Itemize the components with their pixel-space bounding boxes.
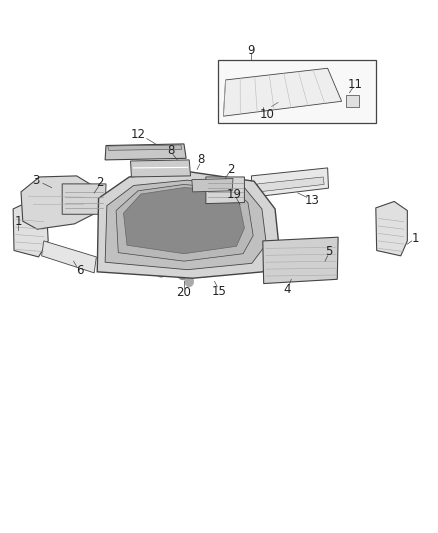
Polygon shape	[258, 177, 324, 192]
Polygon shape	[131, 160, 191, 177]
Circle shape	[154, 260, 168, 277]
Circle shape	[176, 263, 190, 280]
Polygon shape	[263, 237, 338, 284]
Polygon shape	[108, 145, 182, 150]
Polygon shape	[42, 241, 96, 273]
Text: 8: 8	[197, 154, 204, 166]
Text: 2: 2	[96, 176, 104, 189]
Polygon shape	[105, 144, 186, 160]
Text: 4: 4	[283, 283, 291, 296]
Text: 10: 10	[260, 108, 275, 120]
Text: 2: 2	[226, 163, 234, 176]
Text: 5: 5	[325, 245, 332, 258]
Polygon shape	[105, 180, 266, 270]
Text: 19: 19	[226, 188, 241, 201]
Polygon shape	[97, 172, 279, 278]
Polygon shape	[124, 188, 244, 254]
Circle shape	[238, 199, 247, 210]
Polygon shape	[218, 60, 376, 123]
Polygon shape	[62, 184, 106, 214]
Circle shape	[198, 260, 212, 277]
Text: 3: 3	[32, 174, 39, 187]
Circle shape	[201, 264, 208, 273]
Polygon shape	[206, 177, 244, 204]
Text: 15: 15	[212, 285, 226, 298]
Text: 8: 8	[167, 144, 174, 157]
Text: 1: 1	[14, 215, 22, 228]
Polygon shape	[223, 68, 342, 116]
Text: 6: 6	[76, 264, 84, 277]
Polygon shape	[192, 179, 233, 192]
Text: 12: 12	[131, 128, 146, 141]
Polygon shape	[13, 200, 48, 257]
Circle shape	[185, 276, 194, 287]
Text: 13: 13	[304, 194, 319, 207]
Circle shape	[180, 267, 187, 276]
Polygon shape	[251, 168, 328, 197]
Text: 20: 20	[177, 286, 191, 298]
Text: 9: 9	[247, 44, 255, 56]
Text: 1: 1	[411, 232, 419, 245]
Polygon shape	[346, 95, 359, 107]
Polygon shape	[21, 176, 95, 229]
Polygon shape	[116, 184, 253, 261]
Text: 11: 11	[347, 78, 362, 91]
Polygon shape	[376, 201, 407, 256]
Circle shape	[158, 264, 165, 273]
